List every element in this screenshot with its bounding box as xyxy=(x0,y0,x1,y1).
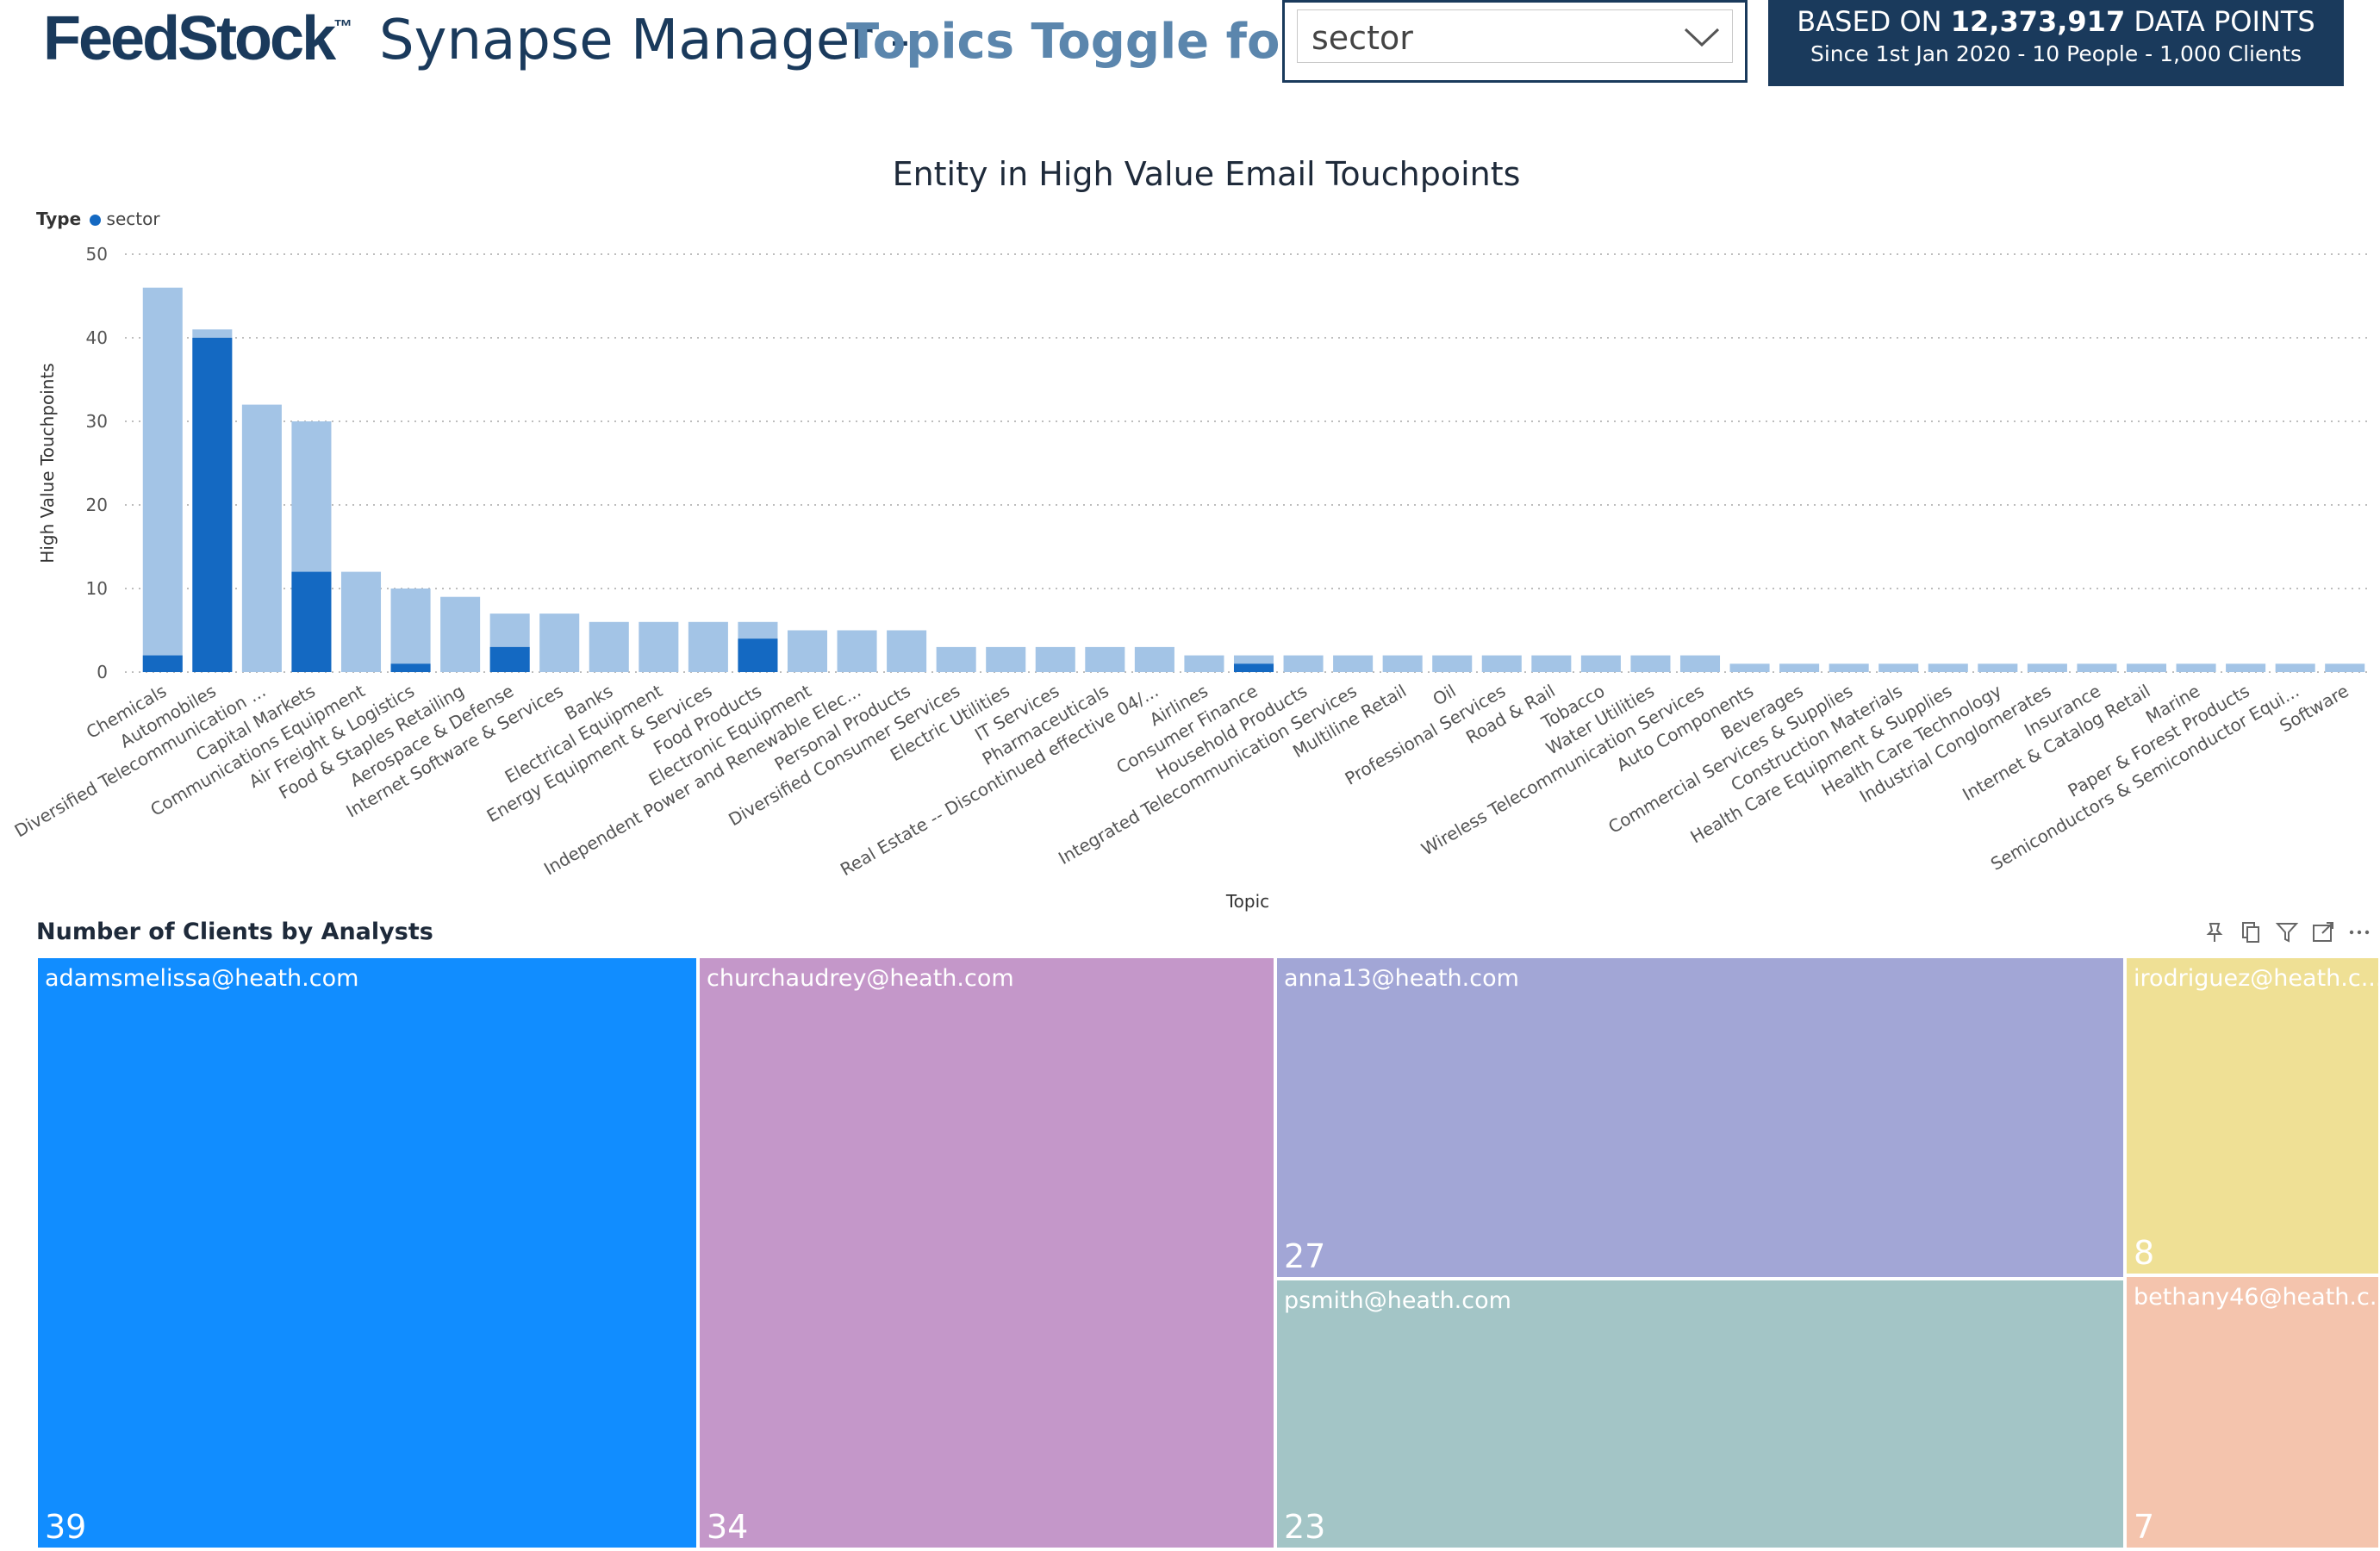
bar-sector[interactable] xyxy=(738,638,778,672)
chart-legend: Type sector xyxy=(36,209,160,229)
bar-total[interactable] xyxy=(887,630,927,673)
y-tick-label: 0 xyxy=(97,662,108,682)
bar-total[interactable] xyxy=(241,404,282,672)
more-options-icon[interactable] xyxy=(2347,920,2371,944)
treemap-tile[interactable]: anna13@heath.com 27 xyxy=(1275,956,2125,1279)
bar-total[interactable] xyxy=(1085,646,1125,672)
treemap-tile[interactable]: churchaudrey@heath.com 34 xyxy=(698,956,1275,1549)
data-points-banner: BASED ON 12,373,917 DATA POINTS Since 1s… xyxy=(1768,0,2344,86)
bar-sector[interactable] xyxy=(390,663,431,672)
tile-value: 7 xyxy=(2134,1508,2155,1546)
bar-total[interactable] xyxy=(1580,655,1621,672)
clients-treemap: adamsmelissa@heath.com 39 churchaudrey@h… xyxy=(36,956,2380,1549)
bar-total[interactable] xyxy=(837,630,877,673)
dropdown-field[interactable]: sector xyxy=(1297,9,1733,63)
bar-total[interactable] xyxy=(2126,663,2167,672)
bar-total[interactable] xyxy=(2027,663,2067,672)
copy-icon[interactable] xyxy=(2239,920,2263,944)
tile-label: irodriguez@heath.c... xyxy=(2134,965,2380,992)
legend-marker xyxy=(90,215,102,226)
data-points-subtitle: Since 1st Jan 2020 - 10 People - 1,000 C… xyxy=(1810,41,2302,66)
touchpoints-chart: Entity in High Value Email Touchpoints T… xyxy=(0,129,2380,922)
bar-total[interactable] xyxy=(1382,655,1423,672)
bar-total[interactable] xyxy=(1333,655,1374,672)
bar-total[interactable] xyxy=(440,596,481,672)
treemap-tile[interactable]: bethany46@heath.c... 7 xyxy=(2125,1275,2380,1549)
bar-total[interactable] xyxy=(1679,655,1721,672)
app-name: Synapse Manager - xyxy=(379,9,910,72)
bar-total[interactable] xyxy=(1035,646,1075,672)
treemap-title: Number of Clients by Analysts xyxy=(36,919,433,945)
tile-label: adamsmelissa@heath.com xyxy=(45,965,359,992)
bar-total[interactable] xyxy=(390,589,431,672)
bar-total[interactable] xyxy=(936,646,976,672)
bar-total[interactable] xyxy=(986,646,1026,672)
tile-label: anna13@heath.com xyxy=(1284,965,1519,992)
bar-total[interactable] xyxy=(539,614,580,672)
tile-value: 8 xyxy=(2134,1234,2155,1272)
x-axis-label: Topic xyxy=(1225,891,1269,912)
data-points-summary: BASED ON 12,373,917 DATA POINTS xyxy=(1797,5,2315,38)
bar-total[interactable] xyxy=(2275,663,2315,672)
pin-icon[interactable] xyxy=(2202,920,2227,944)
bar-total[interactable] xyxy=(142,287,183,672)
bar-total[interactable] xyxy=(1432,655,1473,672)
bar-total[interactable] xyxy=(2077,663,2117,672)
chart-title: Entity in High Value Email Touchpoints xyxy=(892,155,1521,193)
bar-total[interactable] xyxy=(639,621,679,672)
y-tick-label: 20 xyxy=(86,495,108,515)
bar-total[interactable] xyxy=(1729,663,1770,672)
topic-type-dropdown[interactable]: sector xyxy=(1282,0,1748,83)
bar-total[interactable] xyxy=(1829,663,1869,672)
tile-value: 34 xyxy=(707,1508,749,1546)
bar-total[interactable] xyxy=(2325,663,2365,672)
bar-total[interactable] xyxy=(787,630,828,673)
treemap-tile[interactable]: psmith@heath.com 23 xyxy=(1275,1279,2125,1549)
brand-logo: FeedStock™ xyxy=(43,4,353,73)
tile-label: churchaudrey@heath.com xyxy=(707,965,1014,992)
tile-value: 27 xyxy=(1284,1237,1326,1275)
dropdown-selected-value: sector xyxy=(1311,19,1413,57)
bar-sector[interactable] xyxy=(192,338,233,672)
bar-total[interactable] xyxy=(1283,655,1324,672)
treemap-tile[interactable]: adamsmelissa@heath.com 39 xyxy=(36,956,698,1549)
bar-sector[interactable] xyxy=(142,655,183,672)
visual-header-toolbar xyxy=(2202,920,2375,948)
y-tick-label: 50 xyxy=(86,244,108,265)
legend-entry[interactable]: sector xyxy=(106,209,160,229)
legend-title: Type xyxy=(36,209,82,229)
tile-label: bethany46@heath.c... xyxy=(2134,1284,2380,1311)
bar-total[interactable] xyxy=(1481,655,1522,672)
y-tick-label: 30 xyxy=(86,411,108,432)
bar-total[interactable] xyxy=(1630,655,1671,672)
y-tick-label: 10 xyxy=(86,578,108,599)
topics-toggle-label: Topics Toggle for: xyxy=(846,14,1324,70)
tile-value: 23 xyxy=(1284,1508,1326,1546)
bar-total[interactable] xyxy=(1978,663,2018,672)
chevron-down-icon[interactable] xyxy=(1684,24,1720,50)
bar-total[interactable] xyxy=(1878,663,1919,672)
tile-label: psmith@heath.com xyxy=(1284,1287,1511,1314)
header: FeedStock™ Synapse Manager - Topics Togg… xyxy=(0,0,2380,95)
bar-total[interactable] xyxy=(688,621,728,672)
bar-sector[interactable] xyxy=(489,646,530,672)
bar-total[interactable] xyxy=(1531,655,1572,672)
bar-total[interactable] xyxy=(2176,663,2216,672)
bar-total[interactable] xyxy=(340,571,382,672)
bar-total[interactable] xyxy=(1184,655,1224,672)
bar-total[interactable] xyxy=(1779,663,1820,672)
treemap-tile[interactable]: irodriguez@heath.c... 8 xyxy=(2125,956,2380,1275)
bar-total[interactable] xyxy=(589,621,629,672)
bar-total[interactable] xyxy=(1928,663,1968,672)
bar-sector[interactable] xyxy=(291,571,332,672)
y-tick-label: 40 xyxy=(86,327,108,348)
focus-mode-icon[interactable] xyxy=(2311,920,2335,944)
bar-total[interactable] xyxy=(1134,646,1174,672)
y-axis-label: High Value Touchpoints xyxy=(37,363,58,563)
bar-sector[interactable] xyxy=(1233,663,1274,672)
bar-total[interactable] xyxy=(2226,663,2266,672)
filter-icon[interactable] xyxy=(2275,920,2299,944)
tile-value: 39 xyxy=(45,1508,87,1546)
